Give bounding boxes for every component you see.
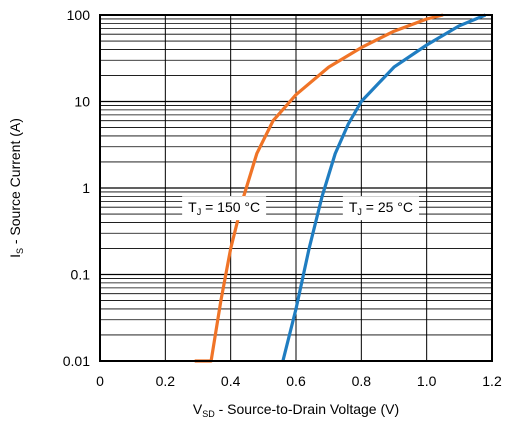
x-axis-title-sub: SD [202, 409, 215, 419]
series-label-sub-1: J [357, 207, 362, 217]
y-tick-label-3: 10 [74, 94, 90, 110]
series-label-main-1: T [349, 199, 358, 215]
series-label-sub-0: J [197, 207, 202, 217]
y-axis-title-rest: - Source Current (A) [7, 118, 23, 248]
grid [99, 15, 493, 362]
x-tick-label-0: 0 [96, 373, 104, 389]
x-tick-label-1: 0.2 [156, 373, 176, 389]
x-tick-label-2: 0.4 [221, 373, 241, 389]
series-line-1 [281, 13, 487, 362]
y-tick-labels: 0.01 0.1 1 10 100 [63, 7, 90, 369]
series-line-0 [194, 13, 444, 363]
series-label-1: TJ = 25 °C [349, 199, 413, 217]
series-label-bg-1 [342, 196, 420, 221]
series-lines [194, 13, 487, 363]
y-tick-label-4: 100 [67, 7, 91, 23]
y-tick-label-1: 0.1 [71, 267, 91, 283]
annotations: TJ = 150 °C TJ = 25 °C [182, 196, 420, 221]
y-tick-label-2: 1 [82, 180, 90, 196]
x-axis-title: VSD - Source-to-Drain Voltage (V) [193, 401, 399, 419]
y-axis-title-sub: S [15, 248, 25, 254]
x-tick-label-5: 1.0 [417, 373, 437, 389]
series-label-rest-0: = 150 °C [201, 199, 260, 215]
plot-frame [99, 14, 493, 362]
y-axis-title: IS - Source Current (A) [7, 118, 25, 258]
x-tick-label-3: 0.6 [286, 373, 306, 389]
x-tick-labels: 0 0.2 0.4 0.6 0.8 1.0 1.2 [96, 373, 502, 389]
y-axis-title-main: I [7, 254, 23, 258]
series-label-bg-0 [182, 196, 267, 221]
y-tick-label-0: 0.01 [63, 353, 90, 369]
series-label-main-0: T [188, 199, 197, 215]
x-tick-label-6: 1.2 [482, 373, 502, 389]
x-axis-title-main: V [193, 401, 203, 417]
x-tick-label-4: 0.8 [352, 373, 372, 389]
series-label-rest-1: = 25 °C [362, 199, 413, 215]
x-axis-title-rest: - Source-to-Drain Voltage (V) [215, 401, 399, 417]
series-label-0: TJ = 150 °C [188, 199, 260, 217]
